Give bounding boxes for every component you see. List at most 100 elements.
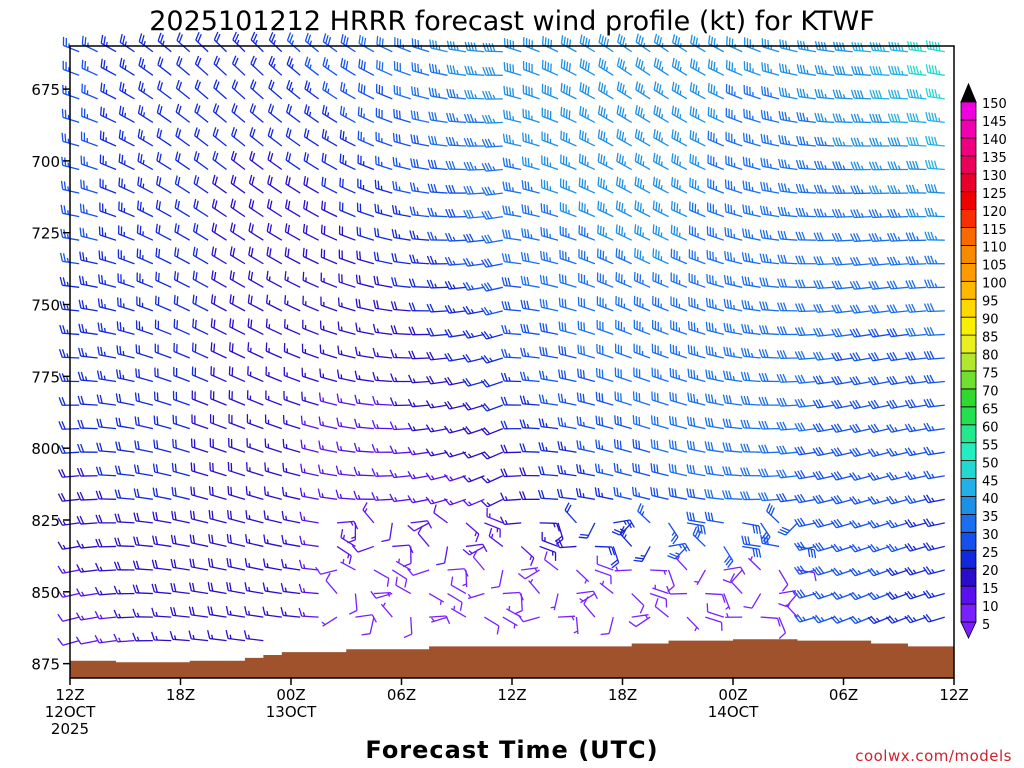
- barb-half-feather: [842, 94, 846, 99]
- barb-feather: [321, 128, 325, 138]
- wind-barb: [502, 157, 522, 171]
- barb-feather: [287, 177, 291, 186]
- wind-barb: [707, 202, 725, 218]
- wind-barb: [407, 446, 430, 456]
- barb-feather: [154, 559, 159, 569]
- wind-barb: [740, 347, 761, 359]
- barb-feather: [713, 85, 716, 95]
- wind-barb: [778, 87, 798, 100]
- barb-feather: [227, 509, 230, 519]
- barb-feather: [226, 557, 229, 567]
- wind-barb: [190, 438, 209, 453]
- barb-feather: [100, 34, 104, 44]
- wind-barb: [170, 534, 190, 548]
- wind-barb: [250, 55, 264, 76]
- wind-barb: [113, 633, 135, 643]
- barb-feather: [814, 136, 818, 146]
- barb-feather: [155, 247, 158, 257]
- barb-feather: [634, 176, 637, 186]
- wind-barb: [812, 422, 835, 433]
- barb-feather: [469, 137, 474, 147]
- barb-half-feather: [623, 185, 626, 190]
- barb-feather: [744, 228, 748, 238]
- wind-barb: [357, 82, 375, 100]
- barb-feather: [542, 346, 545, 356]
- barb-feather: [339, 105, 343, 115]
- barb-half-feather: [303, 468, 306, 473]
- wind-barb: [759, 253, 780, 265]
- barb-feather: [728, 490, 732, 499]
- barb-half-feather: [697, 67, 700, 72]
- barb-feather: [195, 200, 199, 210]
- wind-barb: [248, 222, 264, 241]
- wind-barb: [445, 160, 466, 171]
- wind-barb: [212, 174, 227, 194]
- barb-feather: [119, 322, 122, 331]
- barb-half-feather: [564, 446, 567, 451]
- barb-feather: [354, 370, 358, 380]
- wind-barb: [119, 33, 135, 53]
- barb-feather: [211, 510, 214, 520]
- barb-feather: [430, 159, 435, 169]
- barb-feather: [613, 439, 616, 448]
- barb-staff: [375, 592, 393, 599]
- barb-feather: [598, 57, 602, 67]
- barb-feather: [676, 203, 679, 213]
- barb-feather: [656, 464, 659, 474]
- barb-half-feather: [66, 305, 69, 311]
- wind-barb: [480, 498, 504, 508]
- wind-barb: [725, 131, 743, 147]
- barb-feather: [618, 130, 622, 140]
- barb-feather: [140, 130, 143, 139]
- barb-half-feather: [103, 351, 106, 357]
- wind-barb: [522, 108, 540, 124]
- wind-barb: [502, 205, 522, 218]
- barb-feather: [800, 493, 806, 502]
- barb-feather: [686, 488, 690, 497]
- barb-feather: [481, 211, 487, 220]
- barb-feather: [813, 160, 818, 170]
- barb-feather: [779, 445, 785, 454]
- barb-feather: [407, 495, 414, 504]
- barb-staff: [730, 580, 743, 594]
- barb-feather: [674, 464, 677, 474]
- wind-barb: [793, 565, 817, 575]
- wind-barb: [777, 230, 798, 241]
- barb-feather: [473, 42, 478, 52]
- barb-feather: [215, 33, 221, 43]
- barb-feather: [175, 127, 179, 137]
- barb-feather: [782, 397, 788, 407]
- wind-barb: [464, 41, 485, 53]
- wind-barb: [705, 369, 724, 383]
- wind-barb: [633, 546, 651, 563]
- barb-feather: [838, 137, 843, 146]
- barb-feather: [281, 534, 285, 544]
- barb-staff: [429, 615, 447, 618]
- wind-barb: [689, 82, 706, 100]
- barb-feather: [835, 113, 840, 123]
- barb-feather: [815, 495, 822, 504]
- wind-barb: [285, 175, 301, 194]
- barb-feather: [373, 275, 377, 285]
- barb-feather: [740, 419, 745, 429]
- barb-feather: [582, 36, 586, 45]
- barb-half-feather: [508, 376, 511, 382]
- wind-barb: [832, 41, 853, 53]
- barb-feather: [487, 186, 493, 195]
- wind-barb: [687, 344, 706, 359]
- barb-feather: [426, 376, 432, 385]
- barb-feather: [579, 369, 583, 378]
- barb-feather: [465, 426, 472, 434]
- wind-barb: [776, 350, 798, 360]
- barb-feather: [600, 35, 605, 45]
- wind-barb: [118, 105, 135, 123]
- wind-barb: [194, 103, 209, 123]
- barb-half-feather: [394, 449, 398, 454]
- barb-feather: [728, 395, 732, 404]
- barb-feather: [482, 543, 488, 553]
- wind-barb: [631, 614, 649, 620]
- barb-feather: [372, 395, 376, 405]
- wind-barb: [579, 129, 596, 147]
- barb-half-feather: [492, 189, 496, 195]
- wind-barb: [559, 178, 577, 194]
